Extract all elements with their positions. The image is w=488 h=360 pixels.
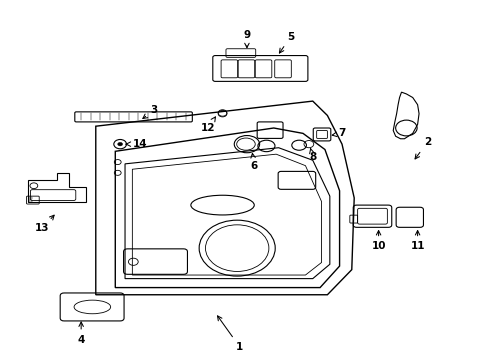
- Text: 8: 8: [308, 149, 316, 162]
- Text: 11: 11: [409, 230, 424, 251]
- Text: 2: 2: [414, 138, 430, 159]
- Text: 13: 13: [35, 215, 54, 233]
- Text: 14: 14: [126, 139, 147, 149]
- Text: 9: 9: [243, 30, 250, 48]
- Text: 4: 4: [77, 322, 84, 345]
- Text: 5: 5: [279, 32, 294, 53]
- Text: 1: 1: [217, 316, 243, 352]
- Circle shape: [118, 142, 122, 146]
- Text: 10: 10: [370, 230, 385, 251]
- Text: 3: 3: [142, 105, 158, 118]
- Text: 6: 6: [250, 153, 257, 171]
- Text: 7: 7: [331, 129, 345, 138]
- Text: 12: 12: [200, 117, 215, 133]
